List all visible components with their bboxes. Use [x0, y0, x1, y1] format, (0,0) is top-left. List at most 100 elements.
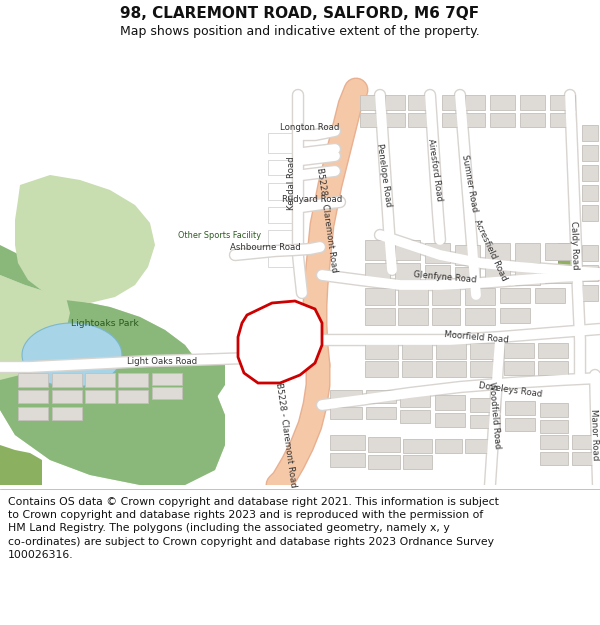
Text: Ashbourne Road: Ashbourne Road: [230, 244, 301, 252]
Polygon shape: [490, 113, 515, 127]
Polygon shape: [545, 243, 572, 260]
Text: B5228 - Claremont Road: B5228 - Claremont Road: [315, 167, 339, 273]
Polygon shape: [238, 301, 322, 383]
Polygon shape: [268, 160, 300, 175]
Polygon shape: [582, 125, 598, 141]
Text: B5228 - Claremont Road: B5228 - Claremont Road: [274, 382, 298, 488]
Polygon shape: [0, 140, 225, 485]
Polygon shape: [330, 435, 365, 450]
Polygon shape: [550, 95, 575, 110]
Polygon shape: [490, 95, 515, 110]
Polygon shape: [395, 240, 420, 260]
Polygon shape: [582, 145, 598, 161]
Polygon shape: [540, 452, 568, 465]
Polygon shape: [470, 361, 500, 377]
Polygon shape: [408, 113, 428, 127]
Polygon shape: [365, 240, 390, 260]
Text: Sumner Road: Sumner Road: [461, 154, 479, 212]
Polygon shape: [0, 445, 42, 485]
Polygon shape: [385, 113, 405, 127]
Polygon shape: [268, 183, 300, 200]
Polygon shape: [403, 439, 432, 453]
Polygon shape: [400, 410, 430, 423]
Polygon shape: [398, 308, 428, 325]
Polygon shape: [435, 413, 465, 427]
Polygon shape: [268, 230, 300, 245]
Polygon shape: [360, 113, 380, 127]
Polygon shape: [538, 361, 568, 375]
Polygon shape: [540, 420, 568, 433]
Polygon shape: [582, 265, 598, 281]
Text: Contains OS data © Crown copyright and database right 2021. This information is : Contains OS data © Crown copyright and d…: [8, 497, 499, 560]
Polygon shape: [436, 361, 466, 377]
Polygon shape: [18, 373, 48, 387]
Polygon shape: [558, 243, 575, 267]
Text: Manor Road: Manor Road: [589, 409, 599, 461]
Text: Map shows position and indicative extent of the property.: Map shows position and indicative extent…: [120, 26, 480, 39]
Polygon shape: [455, 267, 480, 285]
Polygon shape: [465, 288, 495, 305]
Text: Longton Road: Longton Road: [280, 122, 340, 131]
Polygon shape: [330, 407, 362, 419]
Polygon shape: [425, 265, 450, 285]
Polygon shape: [365, 343, 398, 359]
Polygon shape: [268, 207, 300, 223]
Text: Doveleys Road: Doveleys Road: [478, 381, 542, 399]
Polygon shape: [400, 393, 430, 407]
Text: 98, CLAREMONT ROAD, SALFORD, M6 7QF: 98, CLAREMONT ROAD, SALFORD, M6 7QF: [121, 6, 479, 21]
Polygon shape: [540, 403, 568, 417]
Polygon shape: [465, 113, 485, 127]
Polygon shape: [436, 343, 466, 359]
Polygon shape: [268, 133, 300, 153]
Polygon shape: [15, 175, 155, 303]
Polygon shape: [402, 361, 432, 377]
Polygon shape: [118, 373, 148, 387]
Polygon shape: [535, 288, 565, 303]
Polygon shape: [572, 452, 598, 465]
Polygon shape: [365, 288, 395, 305]
Text: Light Oaks Road: Light Oaks Road: [127, 356, 197, 366]
Polygon shape: [385, 95, 405, 110]
Polygon shape: [432, 308, 460, 325]
Text: Other Sports Facility: Other Sports Facility: [179, 231, 262, 239]
Polygon shape: [505, 418, 535, 431]
Polygon shape: [52, 407, 82, 420]
Text: Woodfield Road: Woodfield Road: [487, 381, 502, 449]
Polygon shape: [330, 390, 362, 403]
Polygon shape: [365, 263, 390, 283]
Polygon shape: [18, 407, 48, 420]
Polygon shape: [365, 308, 395, 325]
Polygon shape: [465, 308, 495, 325]
Polygon shape: [425, 243, 450, 263]
Polygon shape: [540, 435, 568, 449]
Polygon shape: [520, 95, 545, 110]
Polygon shape: [0, 90, 225, 485]
Polygon shape: [465, 95, 485, 110]
Polygon shape: [582, 285, 598, 301]
Polygon shape: [366, 390, 396, 403]
Polygon shape: [435, 439, 462, 453]
Polygon shape: [485, 243, 510, 263]
Polygon shape: [515, 265, 540, 285]
Text: Glenfyne Road: Glenfyne Road: [413, 270, 477, 284]
Polygon shape: [395, 263, 420, 283]
Polygon shape: [85, 390, 115, 403]
Text: Moorfield Road: Moorfield Road: [443, 330, 509, 344]
Polygon shape: [435, 395, 465, 410]
Polygon shape: [118, 390, 148, 403]
Polygon shape: [485, 265, 510, 285]
Polygon shape: [442, 113, 462, 127]
Polygon shape: [520, 113, 545, 127]
Polygon shape: [538, 343, 568, 358]
Polygon shape: [152, 373, 182, 385]
Polygon shape: [408, 95, 428, 110]
Polygon shape: [85, 373, 115, 387]
Polygon shape: [268, 252, 300, 267]
Polygon shape: [360, 95, 380, 110]
Text: Airesford Road: Airesford Road: [426, 138, 444, 202]
Polygon shape: [572, 435, 598, 449]
Polygon shape: [442, 95, 462, 110]
Polygon shape: [505, 401, 535, 415]
Polygon shape: [330, 453, 365, 467]
Polygon shape: [470, 343, 500, 359]
